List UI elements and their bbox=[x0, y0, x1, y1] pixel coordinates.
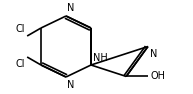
Text: N: N bbox=[67, 3, 74, 13]
Text: NH: NH bbox=[93, 53, 108, 63]
Text: N: N bbox=[67, 80, 74, 90]
Text: N: N bbox=[150, 49, 157, 58]
Text: OH: OH bbox=[150, 71, 165, 81]
Text: Cl: Cl bbox=[16, 24, 25, 34]
Text: Cl: Cl bbox=[16, 59, 25, 69]
